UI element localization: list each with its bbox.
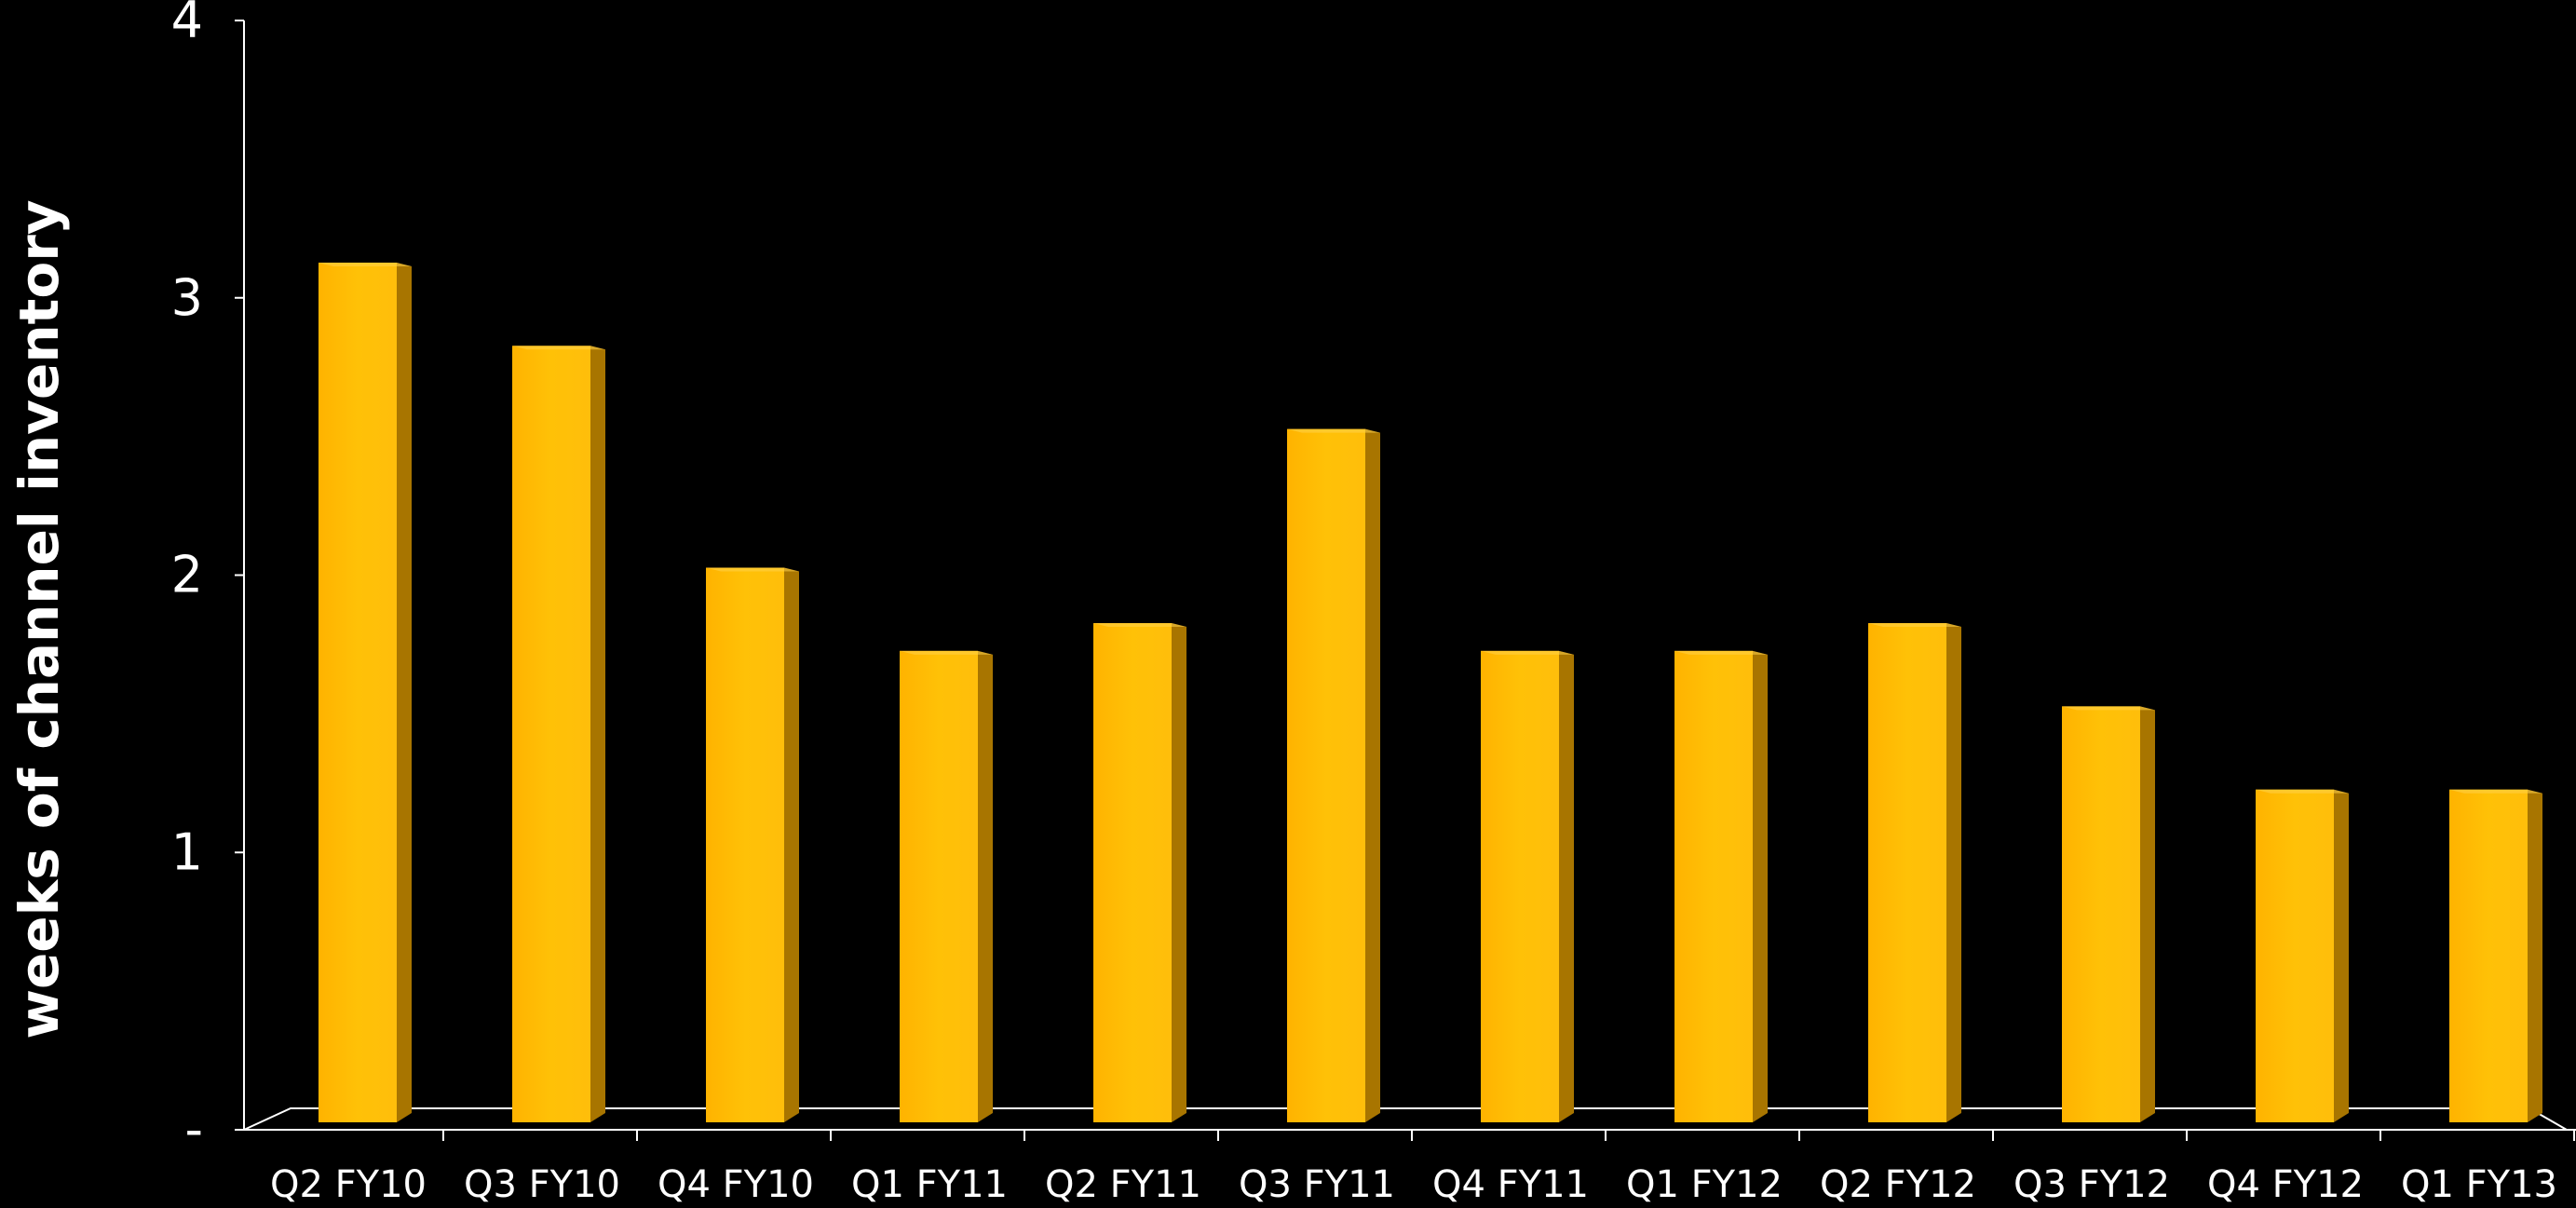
bar-side [784,567,799,1122]
bar-top [1481,650,1574,655]
bar-side [1365,428,1380,1122]
x-tick-label: Q4 FY11 [1432,1163,1589,1206]
bar-side [590,346,605,1122]
bar-top [319,262,412,266]
x-tick-label: Q3 FY12 [2013,1163,2170,1206]
bar-top [512,346,605,350]
bar [512,346,590,1122]
bar [319,262,397,1123]
bar-side [1172,623,1186,1122]
bar-side [1753,650,1768,1122]
bar [1674,650,1753,1122]
x-tick-label: Q3 FY11 [1239,1163,1395,1206]
bar-top [1287,428,1380,433]
bar-side [1946,623,1961,1122]
bar [2256,789,2334,1122]
bar [1868,623,1946,1122]
x-tick-label: Q1 FY13 [2401,1163,2557,1206]
bar-top [900,650,993,655]
y-tick-label: 4 [171,0,203,49]
bar-top [706,567,799,572]
bar-side [2528,789,2542,1122]
y-axis-label: weeks of channel inventory [7,199,71,1038]
bar [706,567,784,1122]
x-tick-label: Q2 FY10 [270,1163,427,1206]
bar [1093,623,1172,1122]
bar-top [2062,706,2155,711]
x-tick-label: Q4 FY10 [658,1163,814,1206]
bar-side [2334,789,2349,1122]
bar-top [2256,789,2349,794]
bar [2449,789,2528,1122]
x-tick-label: Q3 FY10 [464,1163,620,1206]
x-tick-label: Q1 FY12 [1626,1163,1783,1206]
x-tick-label: Q4 FY12 [2207,1163,2364,1206]
axes [235,20,2576,1141]
bar [2062,706,2140,1122]
bar-top [1868,623,1961,628]
x-tick-label: Q2 FY12 [1820,1163,1976,1206]
bar [1287,428,1365,1122]
y-tick-label: 3 [171,268,203,327]
bar-side [2140,706,2155,1122]
x-tick-label: Q1 FY11 [851,1163,1008,1206]
y-tick-label: 2 [171,546,203,604]
x-tick-label: Q2 FY11 [1045,1163,1201,1206]
bar-top [1674,650,1768,655]
bar-side [1559,650,1574,1122]
bar-top [1093,623,1186,628]
bar [1481,650,1559,1122]
bar-side [397,262,412,1123]
y-tick-label: 1 [171,822,203,881]
bars [319,262,2542,1123]
tick-labels: - 1 2 3 4 Q2 FY10 Q3 FY10 Q4 FY10 Q1 FY11 Q2 FY11… [171,0,2557,1206]
bar-side [978,650,993,1122]
bar-top [2449,789,2542,794]
bar [900,650,978,1122]
y-tick-label: - [185,1100,204,1159]
